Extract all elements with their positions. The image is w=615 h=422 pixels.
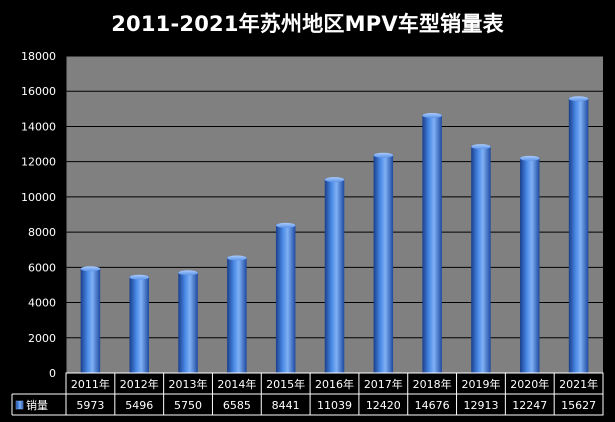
x-tick-label: 2019年	[461, 377, 500, 391]
bar	[227, 257, 247, 373]
y-tick-label: 14000	[21, 120, 56, 133]
data-label: 5973	[76, 399, 104, 412]
data-label: 12420	[366, 399, 401, 412]
data-label: 6585	[223, 399, 251, 412]
x-tick-label: 2021年	[559, 377, 598, 391]
data-label: 5750	[174, 399, 202, 412]
x-tick-label: 2018年	[413, 377, 452, 391]
bar-top	[227, 255, 247, 261]
bar-top	[178, 270, 198, 276]
legend-key	[15, 400, 24, 410]
x-tick-label: 2014年	[217, 377, 256, 391]
bar	[178, 271, 198, 373]
x-tick-label: 2013年	[169, 377, 208, 391]
x-tick-label: 2011年	[71, 377, 110, 391]
data-label: 11039	[317, 399, 352, 412]
y-tick-label: 2000	[28, 332, 56, 345]
x-tick-label: 2017年	[364, 377, 403, 391]
data-label: 8441	[272, 399, 300, 412]
bar	[129, 276, 149, 373]
x-tick-label: 2020年	[510, 377, 549, 391]
bar-top	[520, 155, 540, 161]
y-tick-label: 8000	[28, 226, 56, 239]
data-label: 14676	[415, 399, 450, 412]
bar-top	[275, 222, 296, 228]
y-tick-label: 18000	[21, 50, 56, 63]
data-label: 12247	[512, 399, 547, 412]
bar-top	[129, 274, 149, 280]
data-label: 15627	[561, 399, 596, 412]
data-label: 5496	[125, 399, 153, 412]
chart-title: 2011-2021年苏州地区MPV车型销量表	[111, 12, 504, 36]
bar	[568, 97, 589, 373]
y-tick-label: 4000	[28, 297, 56, 310]
legend-series-name: 销量	[26, 398, 48, 412]
bar-top	[568, 96, 589, 102]
bar-top	[422, 113, 442, 119]
bar	[324, 178, 345, 373]
bar-top	[80, 266, 101, 272]
x-tick-label: 2015年	[266, 377, 305, 391]
x-tick-label: 2012年	[120, 377, 159, 391]
bar	[373, 154, 394, 373]
bar-top	[324, 177, 345, 183]
bar	[471, 145, 491, 373]
x-tick-label: 2016年	[315, 377, 354, 391]
bar	[422, 114, 442, 373]
bar	[275, 224, 296, 373]
bar-top	[471, 144, 491, 150]
y-tick-label: 12000	[21, 156, 56, 169]
y-tick-label: 0	[49, 367, 56, 380]
y-tick-label: 10000	[21, 191, 56, 204]
bar	[520, 157, 540, 373]
data-label: 12913	[463, 399, 498, 412]
bar	[80, 267, 101, 373]
bar-top	[373, 152, 394, 158]
y-tick-label: 16000	[21, 85, 56, 98]
y-tick-label: 6000	[28, 261, 56, 274]
